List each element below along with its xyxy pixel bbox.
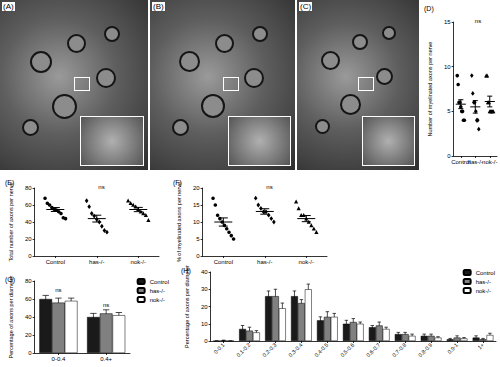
svg-text:Control: Control	[476, 270, 495, 276]
svg-text:0.8-0.9: 0.8-0.9	[417, 342, 433, 358]
svg-text:Percentage of axons per diamet: Percentage of axons per diameter	[8, 275, 14, 358]
svg-text:Control: Control	[46, 259, 65, 265]
svg-text:0.5-0.6: 0.5-0.6	[339, 342, 355, 358]
svg-text:20: 20	[201, 304, 208, 310]
svg-text:40: 40	[25, 314, 32, 320]
svg-text:0: 0	[196, 253, 200, 259]
svg-text:20: 20	[25, 236, 32, 242]
svg-text:80: 80	[25, 185, 32, 191]
svg-text:(F): (F)	[173, 179, 182, 187]
svg-text:0: 0	[28, 350, 32, 356]
svg-text:0.3-0.4: 0.3-0.4	[287, 342, 303, 358]
svg-text:has-/-: has-/-	[257, 259, 272, 265]
svg-text:40: 40	[201, 269, 208, 275]
svg-text:0.1-0.2: 0.1-0.2	[235, 342, 251, 358]
svg-text:60: 60	[25, 296, 32, 302]
svg-text:5: 5	[196, 236, 200, 242]
svg-text:nok-/-: nok-/-	[299, 259, 314, 265]
svg-text:has-/-: has-/-	[89, 259, 104, 265]
svg-text:ns: ns	[103, 302, 109, 308]
svg-text:has-/-: has-/-	[468, 159, 483, 165]
svg-text:Control: Control	[150, 279, 169, 285]
svg-text:30: 30	[201, 286, 208, 292]
svg-text:ns: ns	[98, 184, 104, 190]
svg-text:0.4-0.5: 0.4-0.5	[313, 342, 329, 358]
svg-text:15: 15	[444, 19, 451, 25]
svg-text:20: 20	[193, 185, 200, 191]
svg-text:0.6-0.7: 0.6-0.7	[365, 342, 381, 358]
svg-text:0.7-0.8: 0.7-0.8	[391, 342, 407, 358]
svg-text:(H): (H)	[181, 267, 191, 275]
svg-text:40: 40	[25, 219, 32, 225]
svg-text:ns: ns	[266, 184, 272, 190]
svg-text:60: 60	[25, 202, 32, 208]
svg-text:0: 0	[28, 253, 32, 259]
svg-text:0.2-0.3: 0.2-0.3	[261, 342, 277, 358]
svg-text:ns: ns	[55, 287, 61, 293]
svg-text:Control: Control	[214, 259, 233, 265]
svg-text:(G): (G)	[5, 276, 15, 284]
svg-text:1+: 1+	[476, 342, 485, 351]
svg-text:Percentage of axons per diamet: Percentage of axons per diameter	[184, 265, 190, 348]
svg-text:0: 0	[447, 153, 451, 159]
svg-text:nok-/-: nok-/-	[150, 297, 165, 303]
svg-text:80: 80	[25, 278, 32, 284]
svg-text:has-/-: has-/-	[476, 279, 491, 285]
html-text:(C): (C)	[300, 2, 312, 11]
svg-text:% of myelinated axons per nerv: % of myelinated axons per nerve	[176, 182, 182, 262]
svg-text:0.4+: 0.4+	[100, 356, 112, 362]
svg-text:(D): (D)	[424, 5, 434, 13]
svg-text:ns: ns	[475, 18, 481, 24]
svg-text:Total number of axons per nerv: Total number of axons per nerve	[8, 183, 14, 262]
svg-text:20: 20	[25, 332, 32, 338]
svg-text:has-/-: has-/-	[150, 288, 165, 294]
svg-text:0: 0	[204, 338, 208, 344]
svg-text:0-0.1: 0-0.1	[213, 342, 226, 355]
svg-text:nok-/-: nok-/-	[131, 259, 146, 265]
svg-text:nok-/-: nok-/-	[476, 288, 491, 294]
svg-text:0.9-1: 0.9-1	[446, 342, 459, 355]
html-text:(B): (B)	[153, 2, 164, 11]
svg-text:Number of myelinated axons per: Number of myelinated axons per nerve	[427, 42, 433, 137]
svg-text:Control: Control	[451, 159, 471, 165]
svg-text:10: 10	[193, 219, 200, 225]
svg-text:10: 10	[201, 321, 208, 327]
svg-text:15: 15	[193, 202, 200, 208]
svg-text:5: 5	[447, 108, 451, 114]
svg-text:10: 10	[444, 64, 451, 70]
svg-text:(E): (E)	[5, 179, 14, 187]
svg-text:nok-/-: nok-/-	[482, 159, 497, 165]
html-text:(A): (A)	[3, 2, 14, 11]
svg-text:0-0.4: 0-0.4	[52, 356, 66, 362]
